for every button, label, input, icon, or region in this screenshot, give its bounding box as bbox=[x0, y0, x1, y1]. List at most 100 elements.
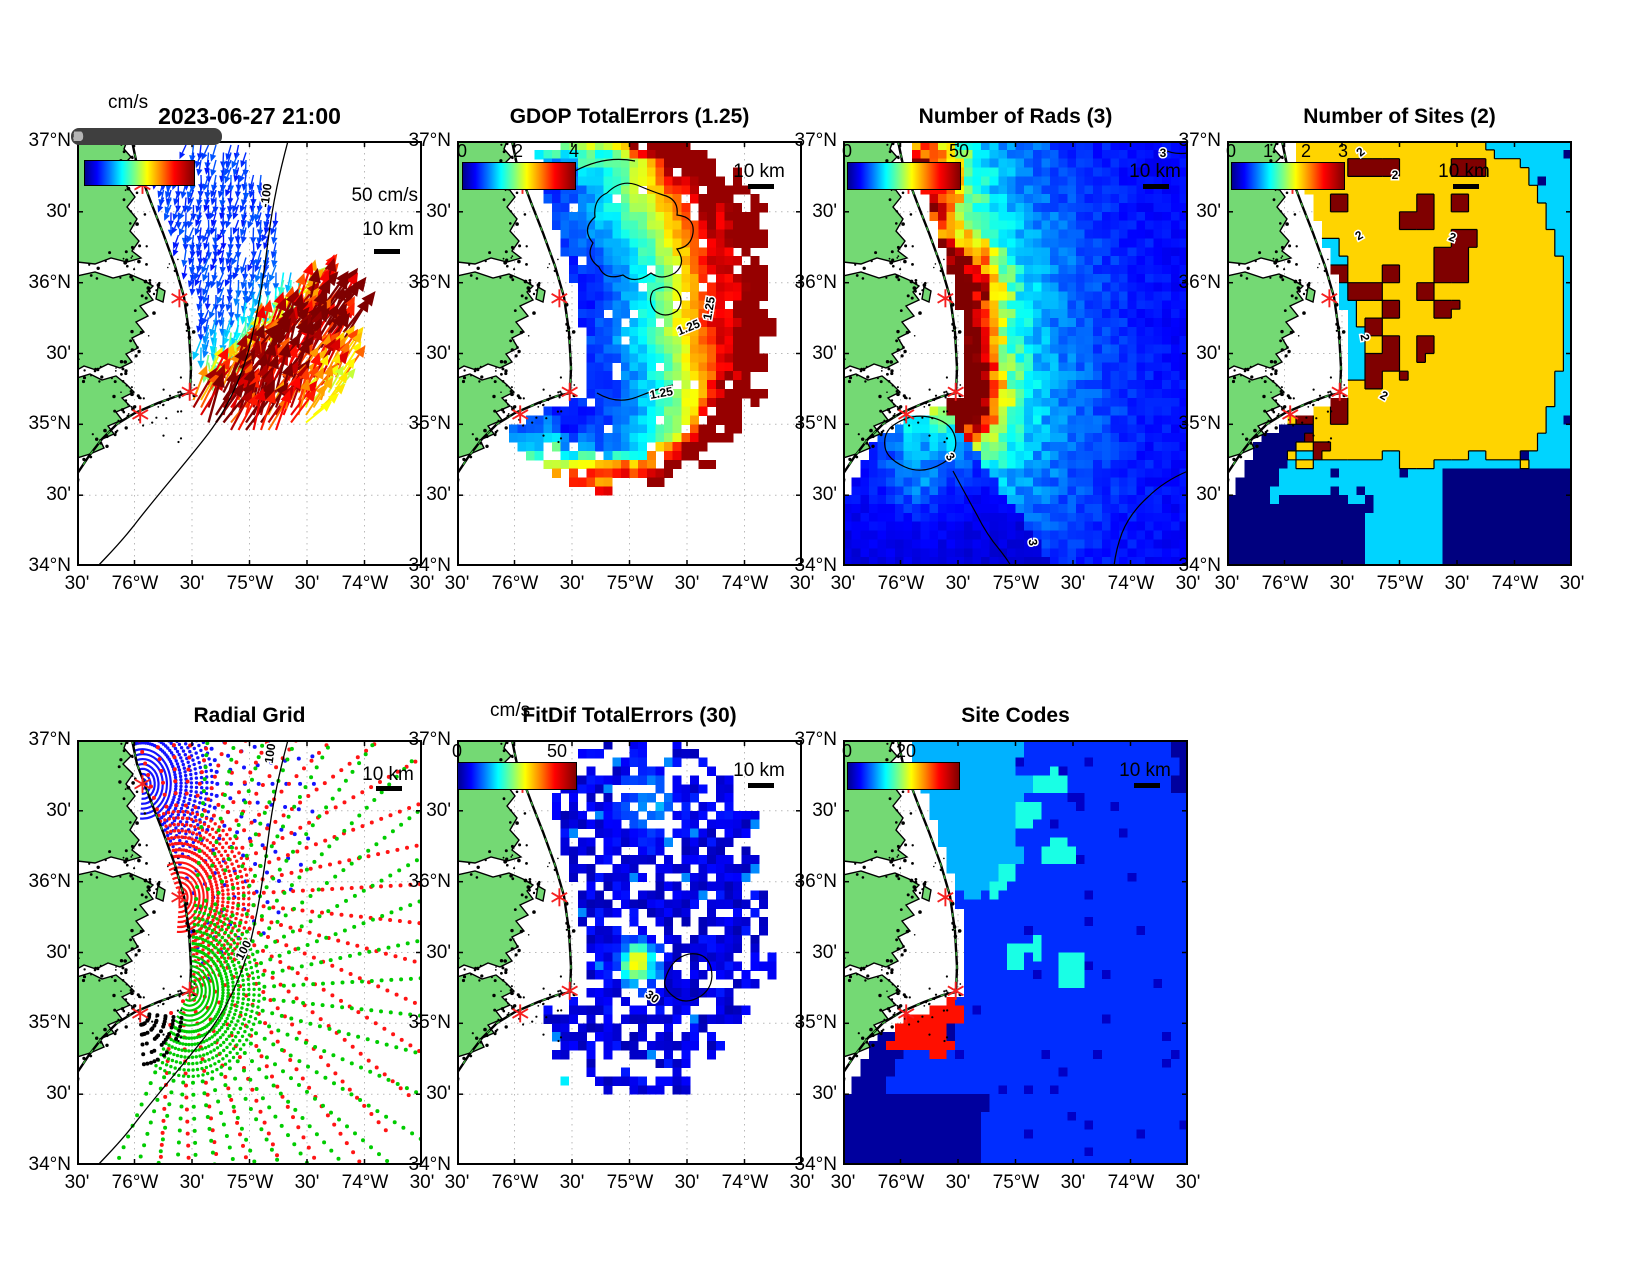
y-tick-label: 30' bbox=[46, 484, 71, 505]
y-tick-label: 30' bbox=[426, 201, 451, 222]
x-tick-label: 30' bbox=[179, 1172, 205, 1193]
heatmap-layer bbox=[508, 141, 777, 496]
x-tick-label: 30' bbox=[444, 573, 470, 594]
panel-title-numrads: Number of Rads (3) bbox=[918, 105, 1113, 128]
y-tick-label: 37°N bbox=[794, 729, 837, 750]
x-tick-label: 30' bbox=[1175, 573, 1201, 594]
x-tick-label: 30' bbox=[179, 573, 205, 594]
y-tick-label: 30' bbox=[426, 800, 451, 821]
y-tick-label: 34°N bbox=[794, 555, 837, 576]
colorbar-tick-label: 1 bbox=[1262, 141, 1273, 161]
scale-bar bbox=[748, 783, 774, 788]
x-tick-label: 30' bbox=[1175, 1172, 1201, 1193]
colorbar-units-label-fitdif: cm/s bbox=[490, 700, 531, 721]
x-tick-label: 30' bbox=[674, 573, 700, 594]
y-tick-label: 30' bbox=[1196, 343, 1221, 364]
colorbar bbox=[847, 762, 960, 790]
x-tick-label: 30' bbox=[945, 1172, 971, 1193]
y-tick-label: 37°N bbox=[28, 130, 71, 151]
x-tick-label: 30' bbox=[559, 1172, 585, 1193]
y-tick-label: 30' bbox=[1196, 484, 1221, 505]
y-tick-label: 35°N bbox=[794, 413, 837, 434]
y-tick-label: 36°N bbox=[408, 272, 451, 293]
y-tick-label: 34°N bbox=[1178, 555, 1221, 576]
scale-bar-label: 10 km bbox=[362, 219, 414, 240]
svg-text:3: 3 bbox=[1160, 146, 1167, 160]
y-tick-label: 30' bbox=[1196, 201, 1221, 222]
y-tick-label: 35°N bbox=[408, 413, 451, 434]
scale-bar bbox=[748, 184, 774, 189]
y-tick-label: 36°N bbox=[794, 272, 837, 293]
radial-grid-layer bbox=[117, 740, 422, 1165]
x-tick-label: 74°W bbox=[341, 1172, 389, 1193]
vector-scale-label: 50 cm/s bbox=[351, 185, 418, 206]
axis-ticks bbox=[1227, 141, 1572, 566]
y-tick-label: 35°N bbox=[1178, 413, 1221, 434]
y-tick-label: 36°N bbox=[1178, 272, 1221, 293]
x-tick-label: 74°W bbox=[341, 573, 389, 594]
contour-lines bbox=[664, 953, 713, 1002]
x-tick-label: 30' bbox=[444, 1172, 470, 1193]
y-tick-label: 30' bbox=[46, 201, 71, 222]
x-tick-label: 75°W bbox=[1376, 573, 1424, 594]
scale-bar-label: 10 km bbox=[1438, 161, 1490, 182]
y-tick-label: 30' bbox=[426, 942, 451, 963]
panel-title-fitdif: FitDif TotalErrors (30) bbox=[522, 704, 737, 727]
y-tick-label: 30' bbox=[46, 343, 71, 364]
x-tick-label: 76°W bbox=[877, 1172, 925, 1193]
y-tick-label: 30' bbox=[812, 1083, 837, 1104]
heatmap-layer bbox=[543, 740, 777, 1095]
y-tick-label: 35°N bbox=[28, 413, 71, 434]
y-tick-label: 34°N bbox=[794, 1154, 837, 1175]
x-tick-label: 30' bbox=[1329, 573, 1355, 594]
x-tick-label: 74°W bbox=[721, 1172, 769, 1193]
x-tick-label: 76°W bbox=[877, 573, 925, 594]
y-tick-label: 36°N bbox=[28, 871, 71, 892]
gridlines bbox=[457, 141, 802, 566]
x-tick-label: 30' bbox=[789, 573, 815, 594]
panel-title-radialgrid: Radial Grid bbox=[193, 704, 306, 727]
x-tick-label: 76°W bbox=[1261, 573, 1309, 594]
scale-bar-label: 10 km bbox=[1129, 161, 1181, 182]
y-tick-label: 30' bbox=[812, 800, 837, 821]
y-tick-label: 30' bbox=[812, 343, 837, 364]
x-tick-label: 30' bbox=[1060, 1172, 1086, 1193]
colorbar-tick-label: 4 bbox=[568, 141, 579, 161]
x-tick-label: 30' bbox=[789, 1172, 815, 1193]
x-tick-label: 30' bbox=[409, 573, 435, 594]
colorbar-tick-label: 20 bbox=[895, 741, 917, 761]
x-tick-label: 30' bbox=[294, 1172, 320, 1193]
x-tick-label: 75°W bbox=[606, 1172, 654, 1193]
x-tick-label: 75°W bbox=[992, 1172, 1040, 1193]
x-tick-label: 76°W bbox=[111, 1172, 159, 1193]
x-tick-label: 30' bbox=[559, 573, 585, 594]
y-tick-label: 34°N bbox=[28, 1154, 71, 1175]
current-vectors-layer bbox=[151, 144, 376, 431]
colorbar-units-label: cm/s bbox=[108, 92, 149, 113]
x-tick-label: 30' bbox=[64, 573, 90, 594]
colorbar-tick-label: 0 bbox=[841, 741, 852, 761]
y-tick-label: 37°N bbox=[28, 729, 71, 750]
map-fitdif: 30 bbox=[457, 740, 802, 1165]
numsites-contour bbox=[1286, 141, 1564, 470]
y-tick-label: 36°N bbox=[408, 871, 451, 892]
colorbar bbox=[847, 162, 961, 190]
map-gdop: 1.251.251.25 bbox=[457, 141, 802, 566]
contour-lines bbox=[574, 158, 694, 401]
scale-bar-label: 10 km bbox=[1119, 760, 1171, 781]
gridlines bbox=[77, 141, 422, 566]
colorbar bbox=[1231, 162, 1345, 190]
y-tick-label: 37°N bbox=[794, 130, 837, 151]
colorbar-tick-label: 0 bbox=[841, 141, 852, 161]
colorbar bbox=[462, 162, 576, 190]
x-tick-label: 30' bbox=[830, 573, 856, 594]
colorbar-tick-label: 3 bbox=[1337, 141, 1348, 161]
svg-text:1.25: 1.25 bbox=[700, 295, 718, 321]
x-tick-label: 76°W bbox=[491, 573, 539, 594]
x-tick-label: 76°W bbox=[491, 1172, 539, 1193]
x-tick-label: 30' bbox=[1060, 573, 1086, 594]
heatmap-layer bbox=[843, 141, 1188, 566]
x-tick-label: 30' bbox=[409, 1172, 435, 1193]
panel-title-numsites: Number of Sites (2) bbox=[1303, 105, 1496, 128]
